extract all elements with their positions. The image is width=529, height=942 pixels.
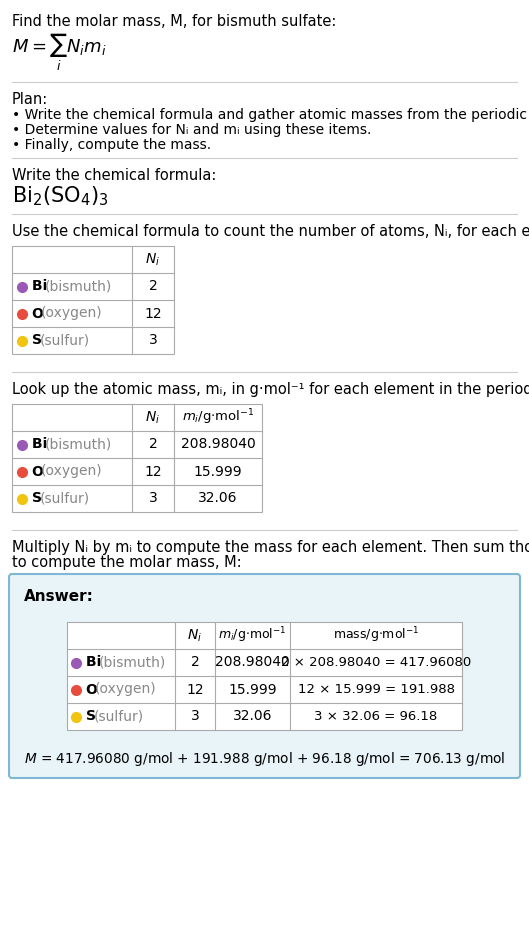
Text: Look up the atomic mass, mᵢ, in g·mol⁻¹ for each element in the periodic table:: Look up the atomic mass, mᵢ, in g·mol⁻¹ …: [12, 382, 529, 397]
Text: to compute the molar mass, M:: to compute the molar mass, M:: [12, 555, 242, 570]
Text: • Determine values for Nᵢ and mᵢ using these items.: • Determine values for Nᵢ and mᵢ using t…: [12, 123, 371, 137]
Text: Find the molar mass, M, for bismuth sulfate:: Find the molar mass, M, for bismuth sulf…: [12, 14, 336, 29]
Text: 3 × 32.06 = 96.18: 3 × 32.06 = 96.18: [314, 710, 437, 723]
Text: Use the chemical formula to count the number of atoms, Nᵢ, for each element:: Use the chemical formula to count the nu…: [12, 224, 529, 239]
Text: Multiply Nᵢ by mᵢ to compute the mass for each element. Then sum those values: Multiply Nᵢ by mᵢ to compute the mass fo…: [12, 540, 529, 555]
Text: (sulfur): (sulfur): [94, 709, 144, 723]
Text: (sulfur): (sulfur): [40, 333, 90, 348]
Bar: [12, 246, 174, 354]
Text: 32.06: 32.06: [233, 709, 272, 723]
Text: S: S: [32, 333, 47, 348]
Text: 12 × 15.999 = 191.988: 12 × 15.999 = 191.988: [297, 683, 454, 696]
Text: Bi: Bi: [86, 656, 106, 670]
Text: Bi: Bi: [32, 437, 52, 451]
Text: Write the chemical formula:: Write the chemical formula:: [12, 168, 216, 183]
Text: 2 × 208.98040 = 417.96080: 2 × 208.98040 = 417.96080: [281, 656, 471, 669]
Text: O: O: [86, 683, 103, 696]
Text: $N_i$: $N_i$: [145, 252, 160, 268]
Text: mass/g$\cdot$mol$^{-1}$: mass/g$\cdot$mol$^{-1}$: [333, 625, 419, 645]
Text: Plan:: Plan:: [12, 92, 48, 107]
Text: O: O: [32, 464, 49, 479]
Text: 12: 12: [186, 683, 204, 696]
Text: S: S: [32, 492, 47, 506]
Text: $N_i$: $N_i$: [187, 627, 203, 643]
Text: (bismuth): (bismuth): [45, 280, 112, 294]
Text: 2: 2: [190, 656, 199, 670]
Text: 3: 3: [190, 709, 199, 723]
Text: (bismuth): (bismuth): [45, 437, 112, 451]
Text: (oxygen): (oxygen): [41, 306, 103, 320]
Text: Answer:: Answer:: [24, 589, 94, 604]
Bar: [67, 622, 462, 730]
Text: (sulfur): (sulfur): [40, 492, 90, 506]
Text: $\mathrm{Bi_2(SO_4)_3}$: $\mathrm{Bi_2(SO_4)_3}$: [12, 184, 108, 207]
Text: Bi: Bi: [32, 280, 52, 294]
Text: • Write the chemical formula and gather atomic masses from the periodic table.: • Write the chemical formula and gather …: [12, 108, 529, 122]
Text: 15.999: 15.999: [228, 683, 277, 696]
Text: O: O: [32, 306, 49, 320]
Text: 208.98040: 208.98040: [180, 437, 256, 451]
Text: 12: 12: [144, 306, 162, 320]
Text: 208.98040: 208.98040: [215, 656, 290, 670]
Text: $m_i$/g$\cdot$mol$^{-1}$: $m_i$/g$\cdot$mol$^{-1}$: [218, 625, 287, 645]
FancyBboxPatch shape: [9, 574, 520, 778]
Text: $m_i$/g$\cdot$mol$^{-1}$: $m_i$/g$\cdot$mol$^{-1}$: [182, 408, 254, 428]
Text: • Finally, compute the mass.: • Finally, compute the mass.: [12, 138, 211, 152]
Text: S: S: [86, 709, 101, 723]
Text: 32.06: 32.06: [198, 492, 238, 506]
Text: (bismuth): (bismuth): [99, 656, 166, 670]
Text: (oxygen): (oxygen): [41, 464, 103, 479]
Bar: [12, 404, 262, 512]
Text: 3: 3: [149, 333, 157, 348]
Text: $N_i$: $N_i$: [145, 410, 160, 426]
Text: 12: 12: [144, 464, 162, 479]
Text: 15.999: 15.999: [194, 464, 242, 479]
Text: $M$ = 417.96080 g/mol + 191.988 g/mol + 96.18 g/mol = 706.13 g/mol: $M$ = 417.96080 g/mol + 191.988 g/mol + …: [24, 750, 505, 768]
Text: (oxygen): (oxygen): [95, 683, 157, 696]
Text: 3: 3: [149, 492, 157, 506]
Text: 2: 2: [149, 280, 157, 294]
Text: $M = \sum_i N_i m_i$: $M = \sum_i N_i m_i$: [12, 32, 106, 73]
Text: 2: 2: [149, 437, 157, 451]
